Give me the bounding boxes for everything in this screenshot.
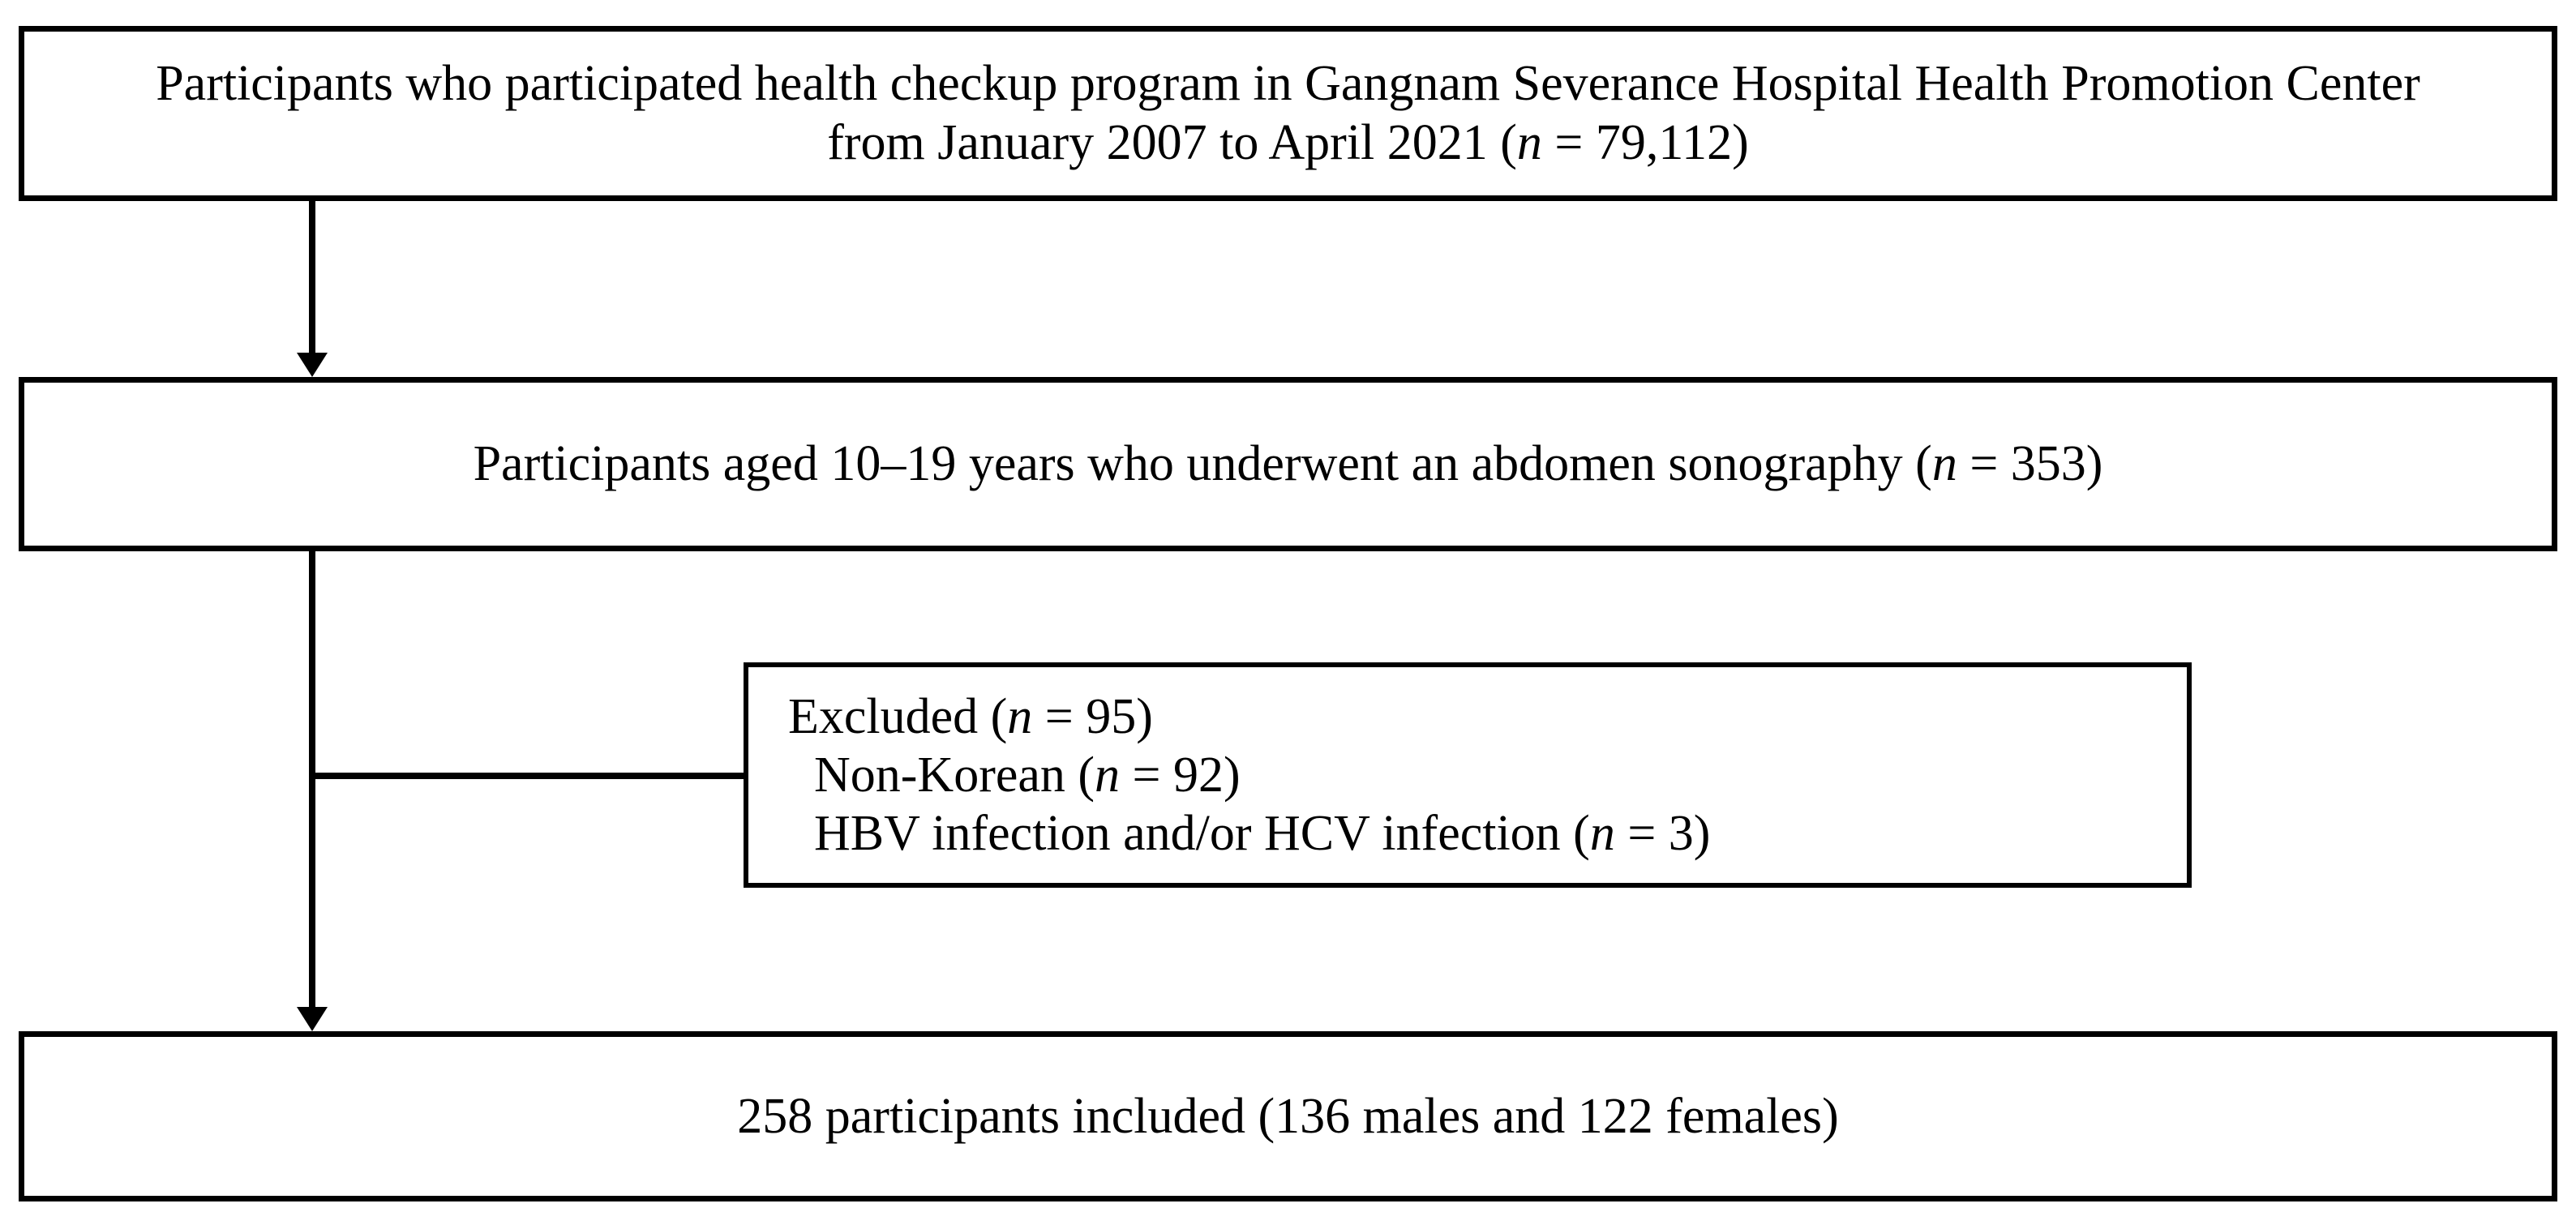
aged-sonography-box-line-1: Participants aged 10–19 years who underw…: [473, 436, 2103, 491]
excluded-box-reason-non-korean: Non-Korean (n = 92): [814, 747, 1241, 803]
excluded-box-title-line: Excluded (n = 95): [788, 689, 1153, 744]
arrow-population-to-aged-shaft: [309, 201, 315, 355]
excluded-box: Excluded (n = 95) Non-Korean (n = 92) HB…: [744, 662, 2192, 888]
included-box: 258 participants included (136 males and…: [19, 1031, 2557, 1201]
population-box-line-1: Participants who participated health che…: [156, 56, 2420, 111]
excluded-box-reason-hbv-hcv: HBV infection and/or HCV infection (n = …: [814, 806, 1711, 861]
aged-sonography-box: Participants aged 10–19 years who underw…: [19, 377, 2557, 551]
connector-to-excluded-box: [312, 773, 744, 779]
population-box: Participants who participated health che…: [19, 26, 2557, 201]
included-box-line-1: 258 participants included (136 males and…: [737, 1088, 1839, 1144]
population-box-line-2: from January 2007 to April 2021 (n = 79,…: [827, 115, 1749, 170]
arrow-aged-to-included-head: [297, 1007, 328, 1031]
arrow-population-to-aged-head: [297, 353, 328, 377]
arrow-aged-to-included-shaft: [309, 551, 315, 1009]
